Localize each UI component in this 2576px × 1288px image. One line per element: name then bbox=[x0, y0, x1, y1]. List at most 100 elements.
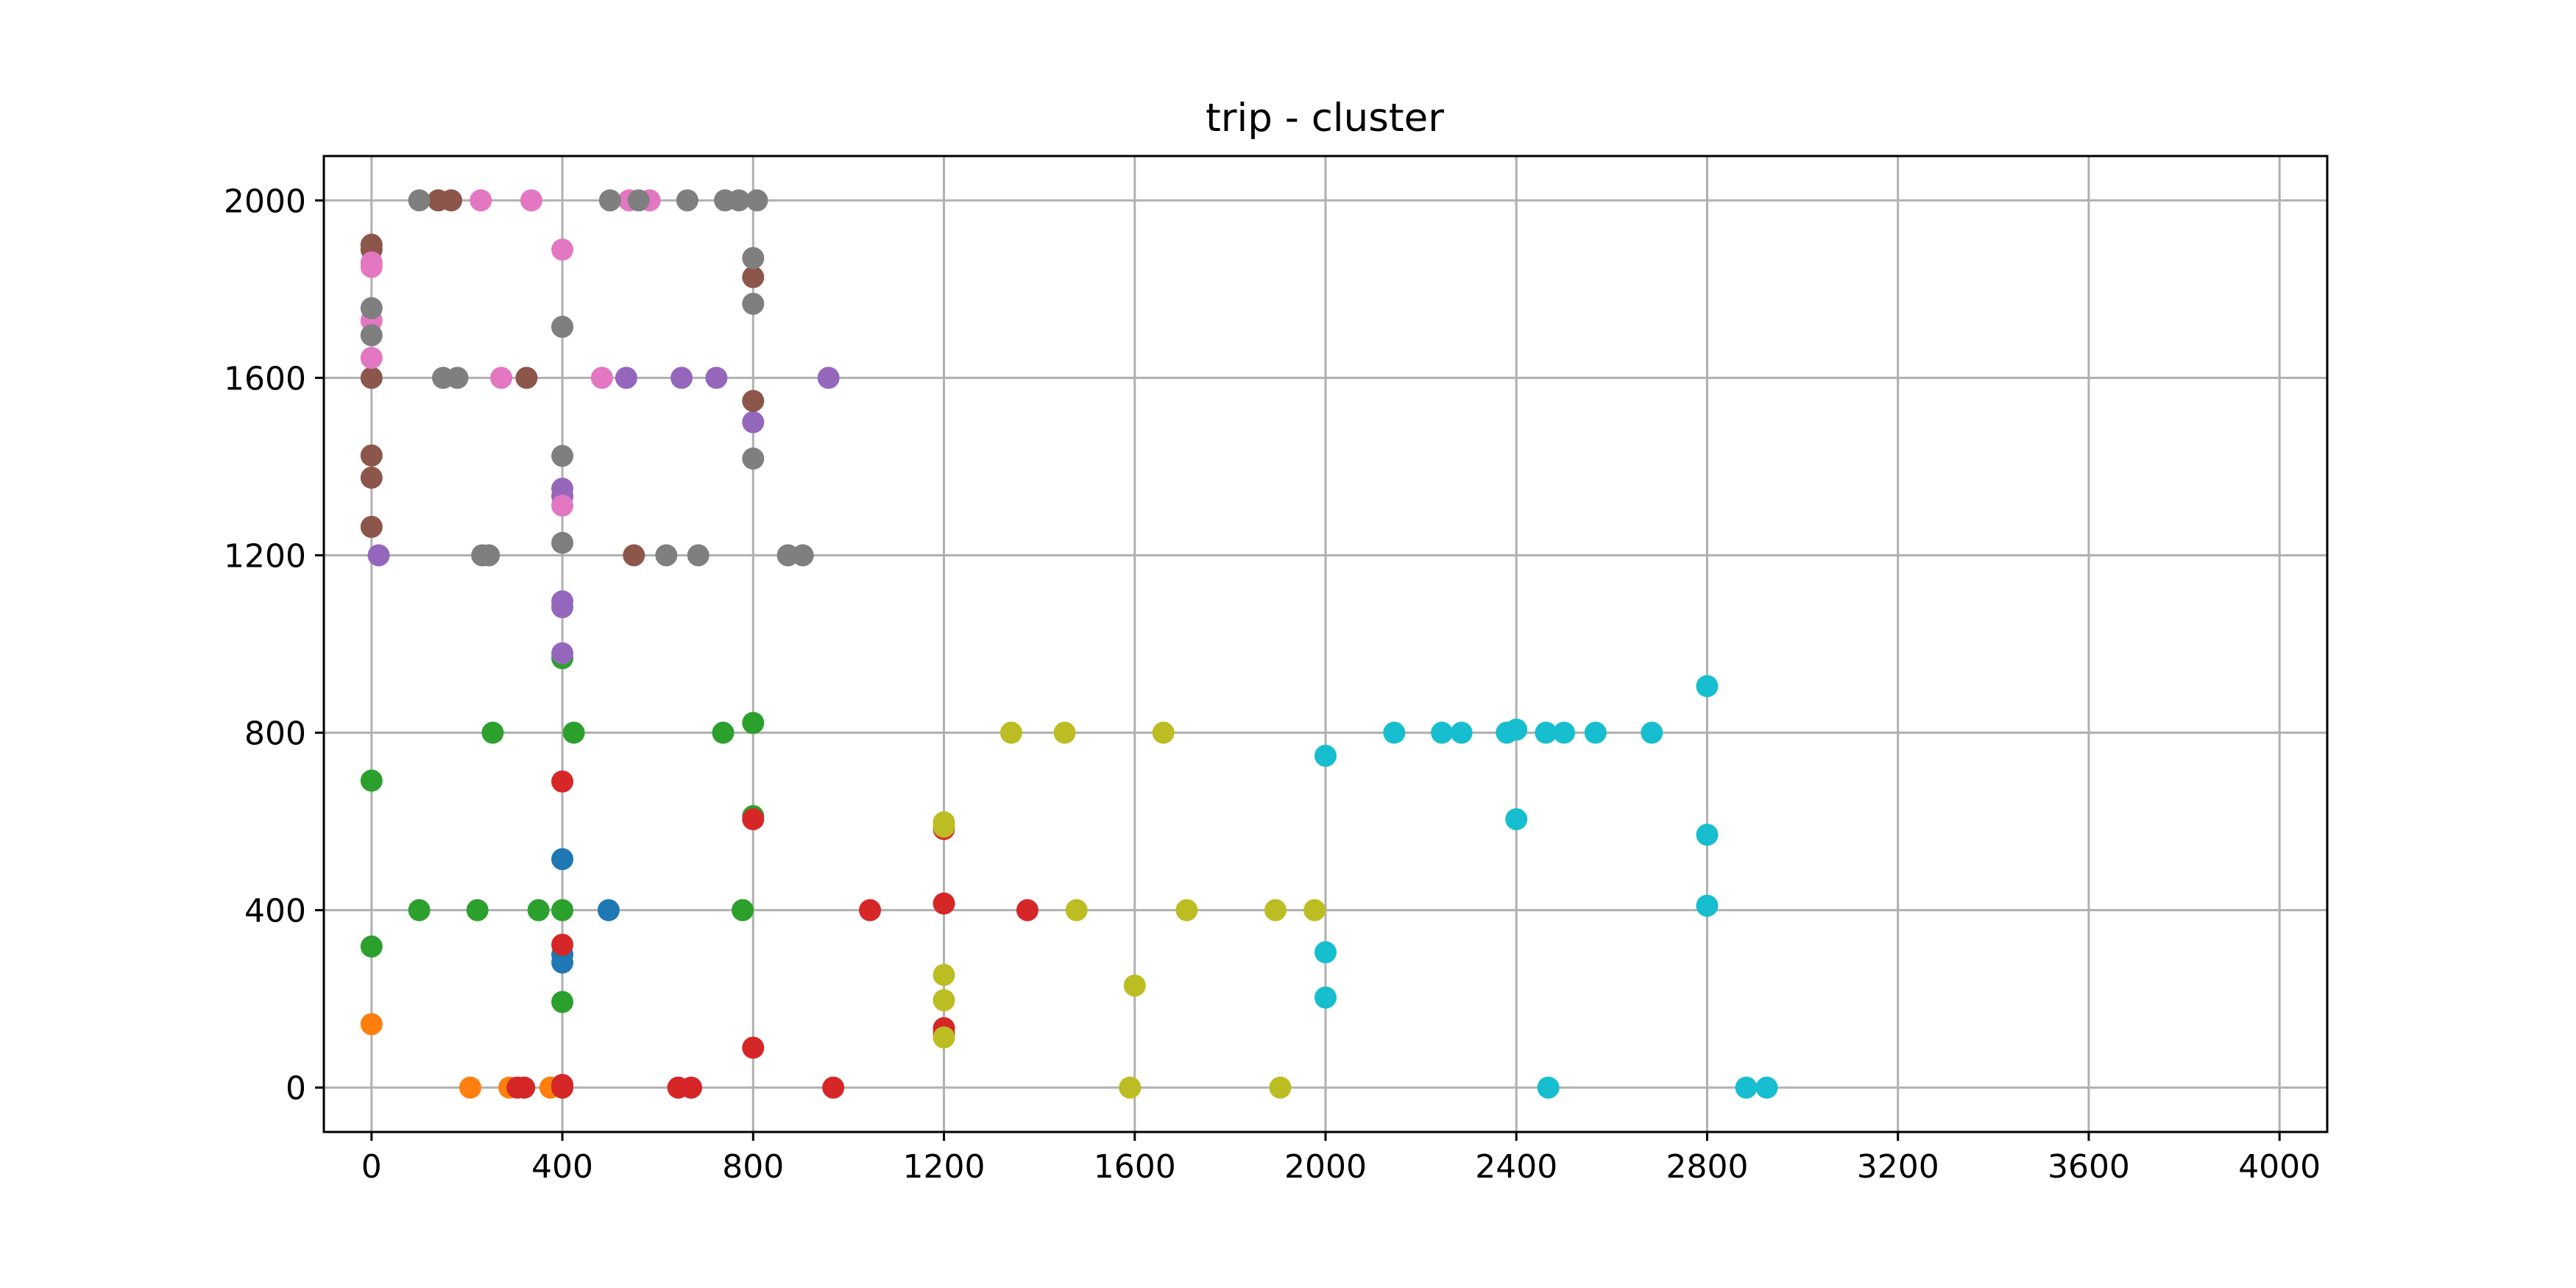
scatter-point bbox=[360, 324, 383, 347]
scatter-point bbox=[551, 642, 574, 665]
scatter-point bbox=[1535, 721, 1557, 744]
scatter-point bbox=[933, 815, 955, 838]
scatter-point bbox=[1696, 824, 1719, 846]
scatter-point bbox=[742, 247, 765, 269]
scatter-point bbox=[360, 347, 383, 369]
x-tick-label: 2800 bbox=[1666, 1148, 1748, 1186]
scatter-point bbox=[490, 367, 513, 389]
scatter-point bbox=[742, 712, 765, 735]
y-tick-label: 2000 bbox=[224, 183, 306, 220]
series-group bbox=[367, 367, 840, 665]
scatter-point bbox=[705, 367, 728, 389]
x-tick-label: 400 bbox=[531, 1148, 593, 1186]
chart-title: trip - cluster bbox=[1206, 96, 1444, 141]
scatter-point bbox=[1314, 986, 1337, 1009]
x-tick-label: 800 bbox=[722, 1148, 784, 1186]
scatter-point bbox=[1735, 1076, 1758, 1099]
scatter-point bbox=[551, 991, 574, 1013]
scatter-point bbox=[732, 899, 754, 921]
scatter-point bbox=[1553, 721, 1576, 744]
scatter-point bbox=[933, 1026, 955, 1049]
scatter-point bbox=[742, 1036, 765, 1059]
scatter-point bbox=[680, 1076, 703, 1099]
scatter-point bbox=[551, 848, 574, 871]
scatter-point bbox=[360, 444, 383, 467]
scatter-point bbox=[360, 367, 383, 389]
y-tick-label: 800 bbox=[244, 715, 306, 753]
scatter-point bbox=[1119, 1076, 1142, 1099]
scatter-point bbox=[742, 411, 765, 434]
scatter-point bbox=[459, 1076, 481, 1099]
scatter-point bbox=[551, 316, 574, 339]
scatter-point bbox=[590, 367, 613, 389]
scatter-point bbox=[742, 447, 765, 470]
scatter-point bbox=[478, 544, 500, 567]
scatter-point bbox=[687, 544, 710, 567]
scatter-point bbox=[999, 721, 1022, 744]
scatter-point bbox=[1123, 974, 1146, 997]
scatter-point bbox=[1450, 721, 1473, 744]
scatter-point bbox=[1584, 721, 1607, 744]
scatter-point bbox=[1505, 808, 1528, 831]
series-group bbox=[1314, 675, 1778, 1099]
scatter-point bbox=[742, 292, 765, 315]
scatter-point bbox=[551, 494, 574, 517]
series-group bbox=[933, 721, 1326, 1099]
scatter-point bbox=[933, 963, 955, 986]
scatter-point bbox=[408, 189, 431, 212]
x-tick-label: 3200 bbox=[1857, 1148, 1939, 1186]
scatter-point bbox=[746, 189, 768, 212]
scatter-point bbox=[676, 189, 698, 212]
scatter-point bbox=[562, 721, 585, 744]
scatter-point bbox=[470, 189, 492, 212]
scatter-point bbox=[360, 255, 383, 278]
y-tick-label: 1600 bbox=[224, 360, 306, 397]
x-tick-label: 1200 bbox=[903, 1148, 986, 1186]
scatter-point bbox=[1431, 721, 1454, 744]
scatter-point bbox=[551, 951, 574, 974]
scatter-point bbox=[817, 367, 840, 389]
scatter-point bbox=[822, 1076, 845, 1099]
scatter-point bbox=[520, 189, 542, 212]
scatter-point bbox=[1175, 899, 1198, 921]
scatter-point bbox=[859, 899, 882, 921]
scatter-point bbox=[551, 770, 574, 793]
x-tick-label: 0 bbox=[361, 1148, 382, 1186]
scatter-point bbox=[791, 544, 814, 567]
scatter-point bbox=[615, 367, 637, 389]
scatter-point bbox=[1641, 721, 1663, 744]
scatter-point bbox=[446, 367, 469, 389]
scatter-point bbox=[1505, 718, 1528, 741]
scatter-point bbox=[623, 544, 645, 567]
scatter-point bbox=[360, 935, 383, 958]
scatter-point bbox=[513, 1076, 536, 1099]
scatter-point bbox=[440, 189, 463, 212]
scatter-point bbox=[1755, 1076, 1778, 1099]
scatter-point bbox=[360, 769, 383, 792]
scatter-point bbox=[598, 189, 621, 212]
scatter-point bbox=[551, 595, 574, 618]
scatter-point bbox=[742, 808, 765, 831]
scatter-point bbox=[1696, 894, 1719, 917]
scatter-point bbox=[742, 389, 765, 412]
scatter-point bbox=[933, 988, 955, 1011]
data-points bbox=[360, 189, 1778, 1099]
scatter-point bbox=[597, 899, 620, 921]
scatter-point bbox=[1152, 721, 1175, 744]
scatter-point bbox=[1383, 721, 1406, 744]
scatter-point bbox=[408, 899, 431, 921]
scatter-point bbox=[551, 238, 574, 261]
scatter-point bbox=[727, 189, 750, 212]
scatter-point bbox=[1303, 899, 1326, 921]
y-axis: 0 400 800 1200 1600 2000 bbox=[224, 183, 324, 1108]
scatter-point bbox=[1537, 1076, 1560, 1099]
scatter-point bbox=[670, 367, 693, 389]
y-tick-label: 400 bbox=[244, 893, 306, 930]
scatter-point bbox=[1314, 744, 1337, 767]
x-tick-label: 1600 bbox=[1094, 1148, 1176, 1186]
scatter-point bbox=[1065, 899, 1088, 921]
scatter-point bbox=[551, 899, 574, 921]
scatter-point bbox=[1016, 899, 1038, 921]
